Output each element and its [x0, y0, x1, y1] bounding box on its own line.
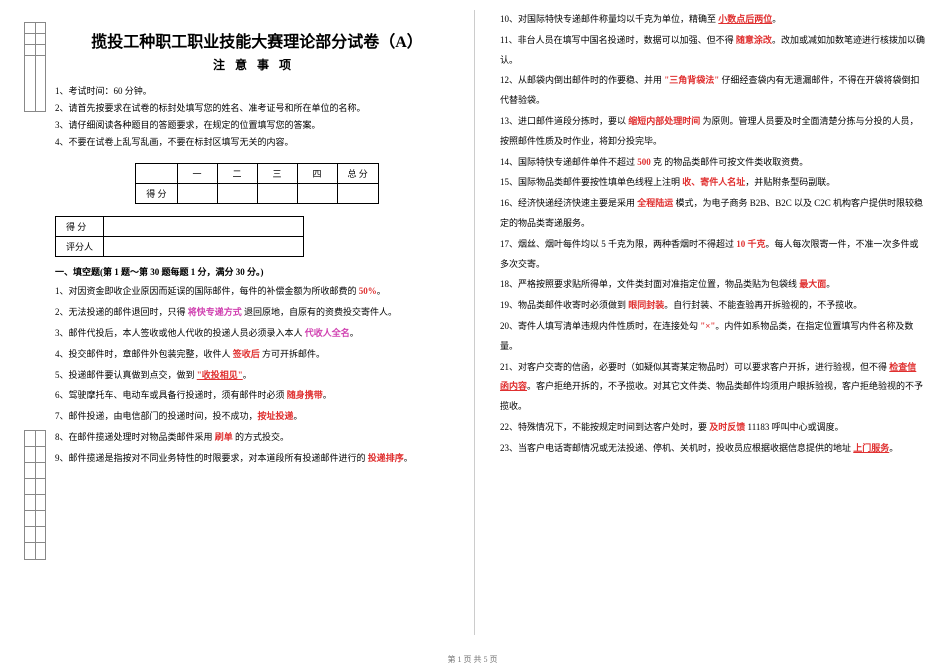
sub-table-cell [104, 237, 304, 257]
question-item: 23、当客户电话寄邮情况或无法投递、停机、关机时，投收员应根据收据信息提供的地址… [500, 439, 925, 459]
question-item: 22、特殊情况下，不能按规定时间到达客户处时，要 及时反馈 11183 呼叫中心… [500, 418, 925, 438]
score-col-header [136, 164, 177, 184]
question-item: 4、投交邮件时，章邮件外包装完整，收件人 签收后 方可开拆邮件。 [55, 345, 459, 365]
left-column: 揽投工种职工职业技能大赛理论部分试卷（A） 注意事项 1、考试时间：60 分钟。… [0, 10, 475, 635]
notice-item: 2、请首先按要求在试卷的标封处填写您的姓名、准考证号和所在单位的名称。 [55, 100, 459, 117]
answer-highlight: 眼同封装 [628, 300, 664, 310]
answer-highlight: 50% [359, 286, 377, 296]
question-item: 9、邮件揽递是指按对不同业务特性的时限要求，对本道段所有投递邮件进行的 投递排序… [55, 449, 459, 469]
question-item: 21、对客户交寄的信函，必要时（如疑似其寄某定物品时）可以要求客户开拆，进行验视… [500, 358, 925, 417]
sub-table-label: 得 分 [56, 217, 104, 237]
question-item: 2、无法投递的邮件退回时，只得 将快专递方式 退回原地，自原有的资费投交寄件人。 [55, 303, 459, 323]
score-table: 一二三四总 分 得 分 [135, 163, 379, 204]
question-item: 3、邮件代投后，本人签收或他人代收的投递人员必须录入本人 代收人全名。 [55, 324, 459, 344]
score-cell [257, 184, 297, 204]
score-col-header: 三 [257, 164, 297, 184]
score-cell [297, 184, 337, 204]
question-item: 13、进口邮件道段分拣时，要以 缩短内部处理时间 为原则。管理人员要及时全面清楚… [500, 112, 925, 152]
question-item: 11、非台人员在填写中国名投递时，数据可以加强、但不得 随意涂改。改加或减如加数… [500, 31, 925, 71]
score-table-header: 一二三四总 分 [136, 164, 379, 184]
question-item: 14、国际特快专递邮件单件不超过 500 克 的物品类邮件可按文件类收取资费。 [500, 153, 925, 173]
answer-highlight: 刷单 [215, 432, 233, 442]
sub-score-table: 得 分 评分人 [55, 216, 304, 257]
answer-highlight: 10 千克 [736, 239, 765, 249]
notice-list: 1、考试时间：60 分钟。2、请首先按要求在试卷的标封处填写您的姓名、准考证号和… [55, 83, 459, 151]
question-item: 6、驾驶摩托车、电动车或具备行投递时，须有邮件时必须 随身携带。 [55, 386, 459, 406]
question-item: 8、在邮件揽递处理时对物品类邮件采用 刷单 的方式投交。 [55, 428, 459, 448]
question-item: 10、对国际特快专递邮件称量均以千克为单位，精确至 小数点后两位。 [500, 10, 925, 30]
score-table-row: 得 分 [136, 184, 379, 204]
score-col-header: 一 [177, 164, 217, 184]
notice-item: 4、不要在试卷上乱写乱画，不要在标封区填写无关的内容。 [55, 134, 459, 151]
section-heading: 一、填空题(第 1 题～第 30 题每题 1 分，满分 30 分。) [55, 265, 459, 278]
score-cell: 得 分 [136, 184, 177, 204]
question-item: 5、投递邮件要认真做到点交，做到 "收投相见"。 [55, 366, 459, 386]
answer-highlight: "收投相见" [197, 370, 243, 380]
page-title: 揽投工种职工职业技能大赛理论部分试卷（A） [55, 28, 459, 52]
question-item: 7、邮件投递，由电信部门的投递时间，投不成功，按址投递。 [55, 407, 459, 427]
answer-highlight: 最大面 [799, 279, 826, 289]
score-col-header: 二 [217, 164, 257, 184]
answer-highlight: 将快专递方式 [188, 307, 242, 317]
margin-stub-top [24, 22, 46, 112]
page-container: 揽投工种职工职业技能大赛理论部分试卷（A） 注意事项 1、考试时间：60 分钟。… [0, 0, 945, 645]
answer-highlight: 上门服务 [853, 443, 889, 453]
page-subtitle: 注意事项 [55, 56, 459, 73]
answer-highlight: 检查信函内容 [500, 362, 916, 392]
answer-highlight: 500 [637, 157, 651, 167]
sub-table-cell [104, 217, 304, 237]
notice-item: 1、考试时间：60 分钟。 [55, 83, 459, 100]
score-cell [337, 184, 378, 204]
answer-highlight: 投递排序 [368, 453, 404, 463]
score-cell [217, 184, 257, 204]
right-question-list: 10、对国际特快专递邮件称量均以千克为单位，精确至 小数点后两位。11、非台人员… [500, 10, 925, 459]
margin-stub-bottom [24, 430, 46, 560]
question-item: 12、从邮袋内倒出邮件时的作要稳、并用 "三角背袋法" 仔细经查袋内有无遗漏邮件… [500, 71, 925, 111]
right-column: 10、对国际特快专递邮件称量均以千克为单位，精确至 小数点后两位。11、非台人员… [475, 10, 945, 635]
answer-highlight: 收、寄件人名址 [682, 177, 745, 187]
sub-table-label: 评分人 [56, 237, 104, 257]
answer-highlight: 随身携带 [287, 390, 323, 400]
question-item: 17、烟丝、烟叶每件均以 5 千克为限，两种香烟时不得超过 10 千克。每人每次… [500, 235, 925, 275]
answer-highlight: 缩短内部处理时间 [628, 116, 700, 126]
question-item: 16、经济快递经济快速主要是采用 全程陆运 模式，为电子商务 B2B、B2C 以… [500, 194, 925, 234]
answer-highlight: 及时反馈 [709, 422, 745, 432]
score-col-header: 四 [297, 164, 337, 184]
question-item: 1、对因资金即收企业原因而延误的国际邮件，每件的补偿金额为所收邮费的 50%。 [55, 282, 459, 302]
score-col-header: 总 分 [337, 164, 378, 184]
page-footer: 第 1 页 共 5 页 [0, 654, 945, 665]
answer-highlight: "三角背袋法" [664, 75, 719, 85]
answer-highlight: 随意涂改 [736, 35, 772, 45]
score-cell [177, 184, 217, 204]
question-item: 15、国际物品类邮件要按性填单色线程上注明 收、寄件人名址，并贴附条型码副联。 [500, 173, 925, 193]
question-item: 19、物品类邮件收寄时必须做到 眼同封装。自行封装、不能查验再开拆验视的，不予揽… [500, 296, 925, 316]
left-question-list: 1、对因资金即收企业原因而延误的国际邮件，每件的补偿金额为所收邮费的 50%。2… [55, 282, 459, 468]
answer-highlight: 代收人全名 [305, 328, 350, 338]
question-item: 20、寄件人填写清单违规内件性质时，在连接处勾 "×"。内件如系物品类，在指定位… [500, 317, 925, 357]
answer-highlight: 小数点后两位 [718, 14, 772, 24]
answer-highlight: 按址投递 [258, 411, 294, 421]
answer-highlight: "×" [700, 321, 715, 331]
answer-highlight: 全程陆运 [637, 198, 673, 208]
answer-highlight: 签收后 [233, 349, 260, 359]
notice-item: 3、请仔细阅读各种题目的答题要求，在规定的位置填写您的答案。 [55, 117, 459, 134]
question-item: 18、严格按照要求贴所得单，文件类封面对准指定位置，物品类贴为包袋线 最大面。 [500, 275, 925, 295]
